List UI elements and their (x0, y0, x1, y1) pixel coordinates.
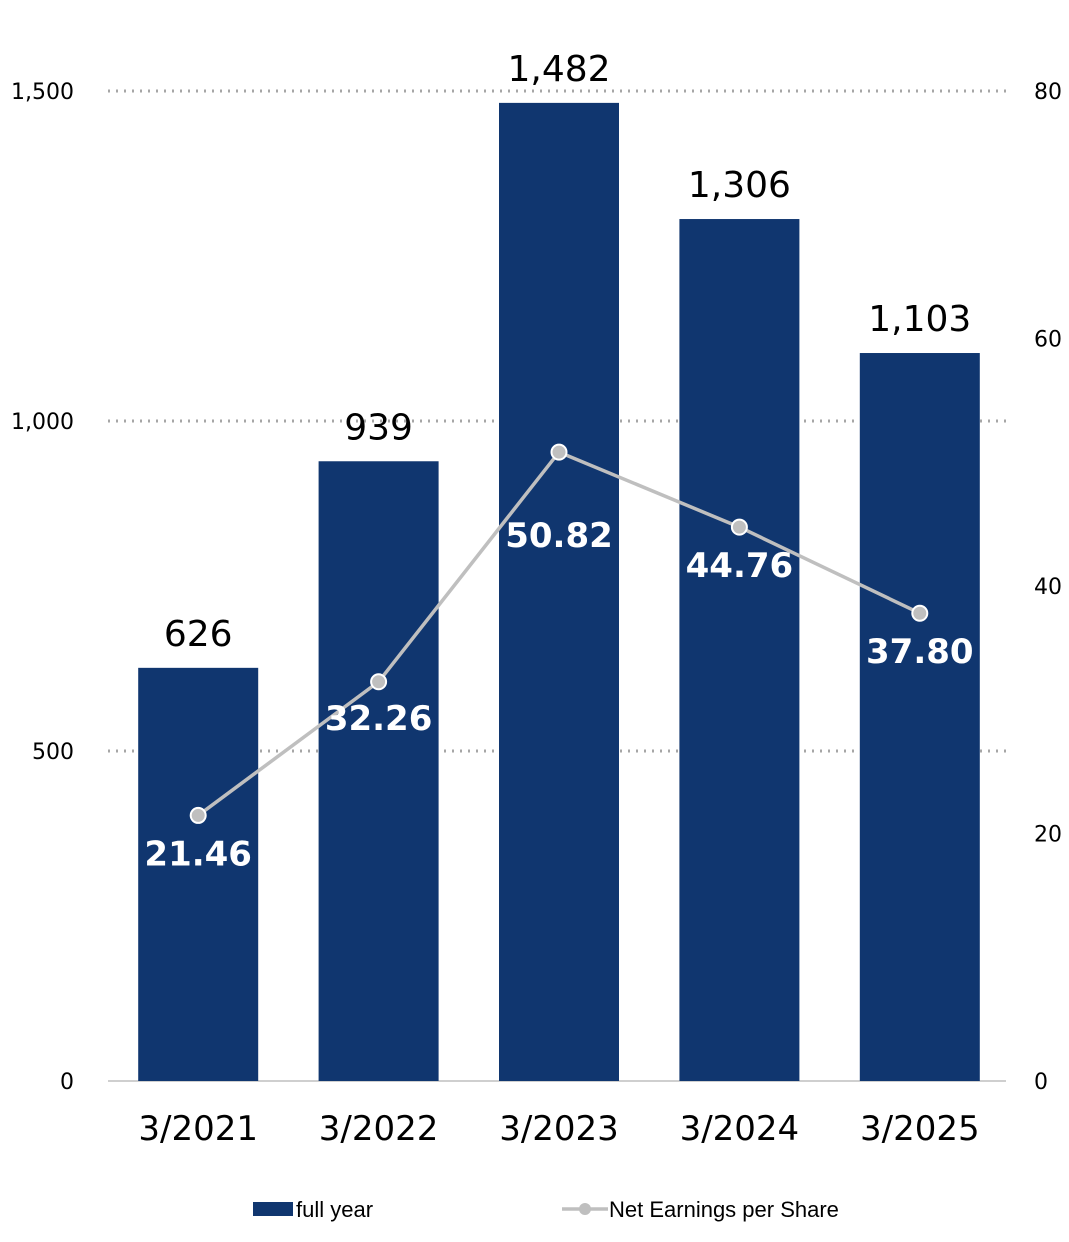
eps-value-label: 37.80 (866, 632, 974, 672)
right-axis-tick-label: 20 (1034, 823, 1062, 848)
legend-swatch-full-year (253, 1202, 293, 1216)
x-axis-tick-label: 3/2021 (138, 1109, 258, 1149)
eps-marker (189, 806, 207, 824)
x-axis-tick-label: 3/2022 (319, 1109, 439, 1149)
legend: full year Net Earnings per Share (253, 1197, 839, 1222)
left-axis-tick-label: 1,000 (11, 410, 74, 435)
eps-value-label: 50.82 (505, 516, 613, 556)
bar-value-label: 1,103 (868, 299, 971, 340)
bar-series (138, 102, 980, 1082)
eps-value-label: 21.46 (144, 834, 252, 874)
bar-value-label: 1,306 (688, 165, 791, 206)
left-axis-tick-label: 500 (32, 740, 74, 765)
bar-value-label: 626 (164, 614, 233, 655)
legend-marker-eps (579, 1203, 591, 1215)
bar (318, 461, 439, 1081)
left-axis: 0 500 1,000 1,500 (11, 80, 74, 1095)
bar (679, 219, 800, 1082)
eps-line-series (189, 443, 929, 824)
eps-marker (911, 604, 929, 622)
right-axis-tick-label: 80 (1034, 80, 1062, 105)
right-axis-tick-label: 40 (1034, 575, 1062, 600)
left-axis-tick-label: 1,500 (11, 80, 74, 105)
x-axis: 3/2021 3/2022 3/2023 3/2024 3/2025 (138, 1109, 979, 1149)
right-axis-tick-label: 60 (1034, 328, 1062, 353)
eps-value-label: 32.26 (325, 699, 433, 739)
legend-label-full-year: full year (296, 1197, 373, 1222)
eps-value-label: 44.76 (686, 546, 794, 586)
legend-label-eps: Net Earnings per Share (609, 1197, 839, 1222)
eps-marker (370, 673, 388, 691)
bar-value-label: 1,482 (507, 49, 610, 90)
eps-value-labels: 21.46 32.26 50.82 44.76 37.80 (144, 516, 973, 874)
bar (499, 102, 619, 1081)
bar-value-labels: 626 939 1,482 1,306 1,103 (164, 49, 971, 655)
right-axis: 0 20 40 60 80 (1034, 80, 1062, 1095)
right-axis-tick-label: 0 (1034, 1070, 1048, 1095)
bar (859, 353, 980, 1081)
bar-value-label: 939 (344, 407, 413, 448)
x-axis-tick-label: 3/2023 (499, 1109, 619, 1149)
bar (138, 667, 259, 1081)
x-axis-tick-label: 3/2025 (860, 1109, 980, 1149)
x-axis-tick-label: 3/2024 (680, 1109, 800, 1149)
eps-marker (550, 443, 568, 461)
eps-marker (730, 518, 748, 536)
left-axis-tick-label: 0 (60, 1070, 74, 1095)
